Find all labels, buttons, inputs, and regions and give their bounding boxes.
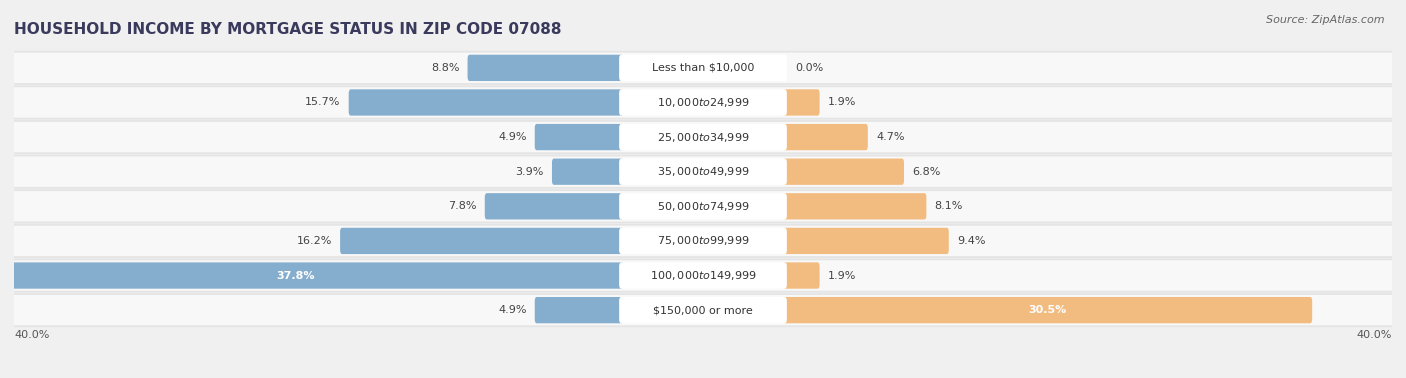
- FancyBboxPatch shape: [468, 55, 623, 81]
- FancyBboxPatch shape: [619, 297, 787, 323]
- FancyBboxPatch shape: [349, 89, 623, 116]
- FancyBboxPatch shape: [0, 262, 623, 289]
- FancyBboxPatch shape: [619, 89, 787, 116]
- Text: 40.0%: 40.0%: [1357, 330, 1392, 340]
- Text: Source: ZipAtlas.com: Source: ZipAtlas.com: [1267, 15, 1385, 25]
- FancyBboxPatch shape: [8, 189, 1398, 223]
- FancyBboxPatch shape: [11, 53, 1395, 83]
- Text: 4.7%: 4.7%: [876, 132, 904, 142]
- FancyBboxPatch shape: [8, 293, 1398, 327]
- FancyBboxPatch shape: [8, 155, 1398, 189]
- FancyBboxPatch shape: [8, 51, 1398, 85]
- FancyBboxPatch shape: [11, 295, 1395, 325]
- Text: 8.8%: 8.8%: [430, 63, 460, 73]
- Text: 37.8%: 37.8%: [277, 271, 315, 280]
- FancyBboxPatch shape: [8, 85, 1398, 119]
- Text: HOUSEHOLD INCOME BY MORTGAGE STATUS IN ZIP CODE 07088: HOUSEHOLD INCOME BY MORTGAGE STATUS IN Z…: [14, 22, 561, 37]
- Text: 4.9%: 4.9%: [498, 305, 526, 315]
- FancyBboxPatch shape: [534, 124, 623, 150]
- Text: Less than $10,000: Less than $10,000: [652, 63, 754, 73]
- Text: 3.9%: 3.9%: [516, 167, 544, 177]
- Text: $100,000 to $149,999: $100,000 to $149,999: [650, 269, 756, 282]
- FancyBboxPatch shape: [783, 297, 1312, 323]
- Text: 1.9%: 1.9%: [828, 98, 856, 107]
- FancyBboxPatch shape: [783, 158, 904, 185]
- FancyBboxPatch shape: [11, 226, 1395, 256]
- Text: $150,000 or more: $150,000 or more: [654, 305, 752, 315]
- Text: $25,000 to $34,999: $25,000 to $34,999: [657, 130, 749, 144]
- FancyBboxPatch shape: [619, 55, 787, 81]
- FancyBboxPatch shape: [11, 260, 1395, 291]
- FancyBboxPatch shape: [11, 156, 1395, 187]
- FancyBboxPatch shape: [485, 193, 623, 220]
- FancyBboxPatch shape: [619, 124, 787, 150]
- FancyBboxPatch shape: [783, 124, 868, 150]
- Text: 30.5%: 30.5%: [1028, 305, 1067, 315]
- Text: $35,000 to $49,999: $35,000 to $49,999: [657, 165, 749, 178]
- FancyBboxPatch shape: [8, 259, 1398, 293]
- Text: 1.9%: 1.9%: [828, 271, 856, 280]
- Text: 15.7%: 15.7%: [305, 98, 340, 107]
- Text: 9.4%: 9.4%: [957, 236, 986, 246]
- FancyBboxPatch shape: [11, 122, 1395, 152]
- FancyBboxPatch shape: [11, 191, 1395, 222]
- Text: $50,000 to $74,999: $50,000 to $74,999: [657, 200, 749, 213]
- FancyBboxPatch shape: [619, 228, 787, 254]
- Text: 40.0%: 40.0%: [14, 330, 49, 340]
- FancyBboxPatch shape: [553, 158, 623, 185]
- Text: 4.9%: 4.9%: [498, 132, 526, 142]
- Text: 8.1%: 8.1%: [935, 201, 963, 211]
- Text: 0.0%: 0.0%: [796, 63, 824, 73]
- FancyBboxPatch shape: [8, 120, 1398, 154]
- FancyBboxPatch shape: [783, 262, 820, 289]
- FancyBboxPatch shape: [534, 297, 623, 323]
- FancyBboxPatch shape: [619, 193, 787, 220]
- FancyBboxPatch shape: [340, 228, 623, 254]
- FancyBboxPatch shape: [619, 262, 787, 289]
- FancyBboxPatch shape: [11, 87, 1395, 118]
- Text: 6.8%: 6.8%: [912, 167, 941, 177]
- Text: 7.8%: 7.8%: [449, 201, 477, 211]
- Text: 16.2%: 16.2%: [297, 236, 332, 246]
- Text: $10,000 to $24,999: $10,000 to $24,999: [657, 96, 749, 109]
- FancyBboxPatch shape: [783, 89, 820, 116]
- Text: $75,000 to $99,999: $75,000 to $99,999: [657, 234, 749, 248]
- FancyBboxPatch shape: [8, 224, 1398, 258]
- FancyBboxPatch shape: [619, 158, 787, 185]
- FancyBboxPatch shape: [783, 228, 949, 254]
- FancyBboxPatch shape: [783, 193, 927, 220]
